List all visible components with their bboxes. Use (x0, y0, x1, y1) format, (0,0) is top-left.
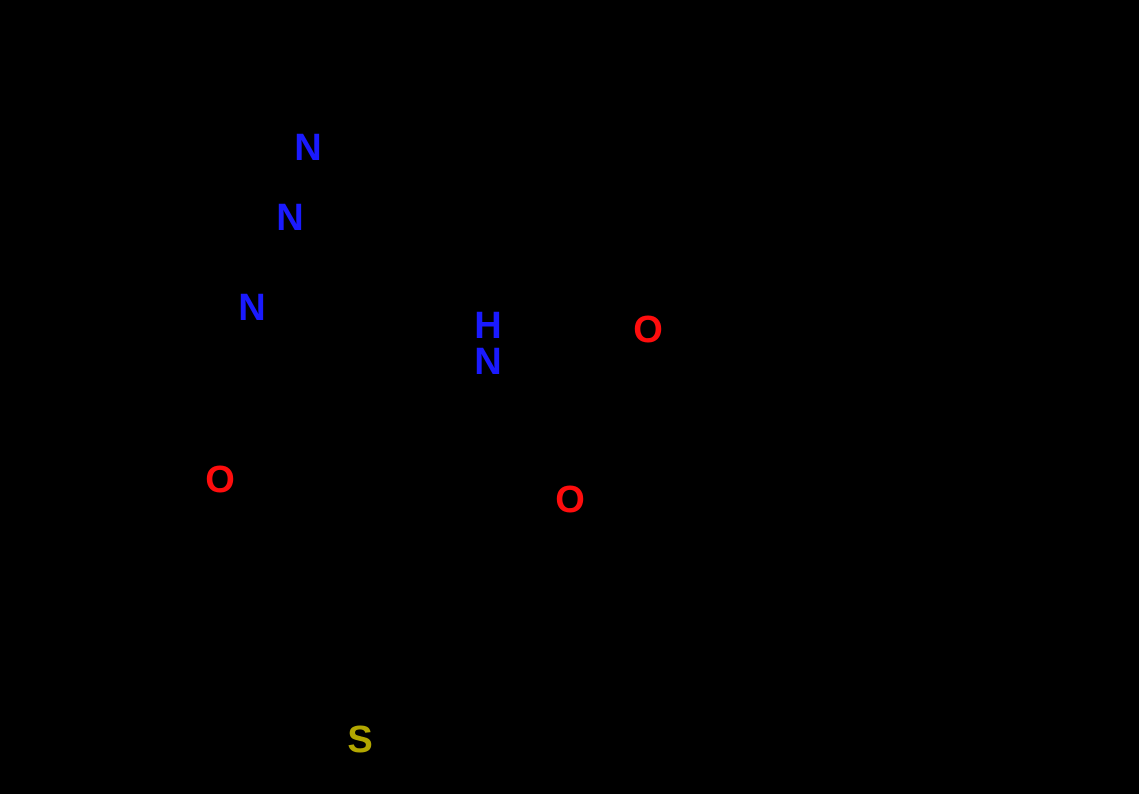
molecule-diagram: SONNNNHOO (0, 0, 1139, 794)
atom-N: N (474, 341, 501, 383)
atom-O: O (633, 309, 663, 351)
atom-H: H (474, 305, 501, 347)
atom-N: N (294, 127, 321, 169)
atom-S: S (347, 719, 372, 761)
atom-N: N (276, 197, 303, 239)
atom-N: N (238, 287, 265, 329)
atom-O: O (205, 459, 235, 501)
atom-O: O (555, 479, 585, 521)
